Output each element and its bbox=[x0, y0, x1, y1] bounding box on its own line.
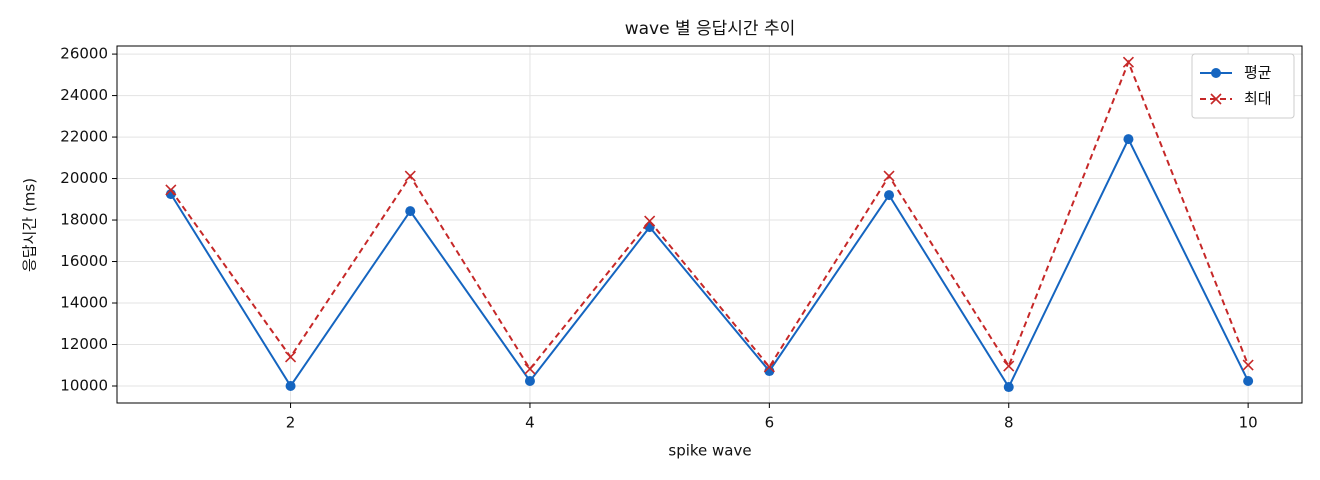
x-tick-label: 10 bbox=[1239, 414, 1258, 432]
point bbox=[285, 380, 296, 391]
y-tick-label: 20000 bbox=[60, 169, 108, 187]
y-tick-label: 26000 bbox=[60, 45, 108, 63]
legend-marker bbox=[1210, 93, 1222, 105]
point bbox=[1003, 360, 1015, 372]
point bbox=[405, 206, 416, 217]
chart-title: wave 별 응답시간 추이 bbox=[625, 19, 796, 39]
x-tick-label: 6 bbox=[765, 414, 775, 432]
point bbox=[165, 184, 177, 196]
x-axis-label: spike wave bbox=[668, 442, 751, 460]
legend-label: 최대 bbox=[1244, 90, 1272, 108]
legend-label: 평균 bbox=[1244, 64, 1272, 82]
legend-box bbox=[1191, 53, 1295, 119]
y-tick-label: 12000 bbox=[60, 335, 108, 353]
point bbox=[763, 361, 775, 373]
point bbox=[884, 190, 895, 201]
series-line bbox=[170, 136, 1250, 390]
point bbox=[644, 215, 656, 227]
point bbox=[883, 170, 895, 182]
point bbox=[524, 376, 535, 387]
y-axis-label: 응답시간 (ms) bbox=[21, 178, 39, 272]
point bbox=[524, 363, 536, 375]
point bbox=[1003, 382, 1014, 393]
x-tick-label: 8 bbox=[1004, 414, 1014, 432]
point bbox=[1242, 359, 1254, 371]
x-tick-label: 4 bbox=[525, 414, 535, 432]
point bbox=[1123, 134, 1134, 145]
point bbox=[284, 351, 297, 363]
point bbox=[404, 170, 416, 182]
point bbox=[1122, 56, 1135, 68]
y-tick-label: 22000 bbox=[60, 128, 108, 146]
y-tick-label: 14000 bbox=[60, 294, 108, 312]
x-tick-label: 2 bbox=[286, 414, 296, 432]
plot-frame bbox=[116, 45, 1303, 404]
point bbox=[1243, 376, 1254, 387]
y-tick-label: 24000 bbox=[60, 86, 108, 104]
y-tick-label: 10000 bbox=[60, 376, 108, 394]
legend-marker bbox=[1211, 68, 1221, 78]
series-line bbox=[170, 59, 1250, 371]
y-tick-label: 18000 bbox=[60, 211, 108, 229]
y-tick-label: 16000 bbox=[60, 252, 108, 270]
